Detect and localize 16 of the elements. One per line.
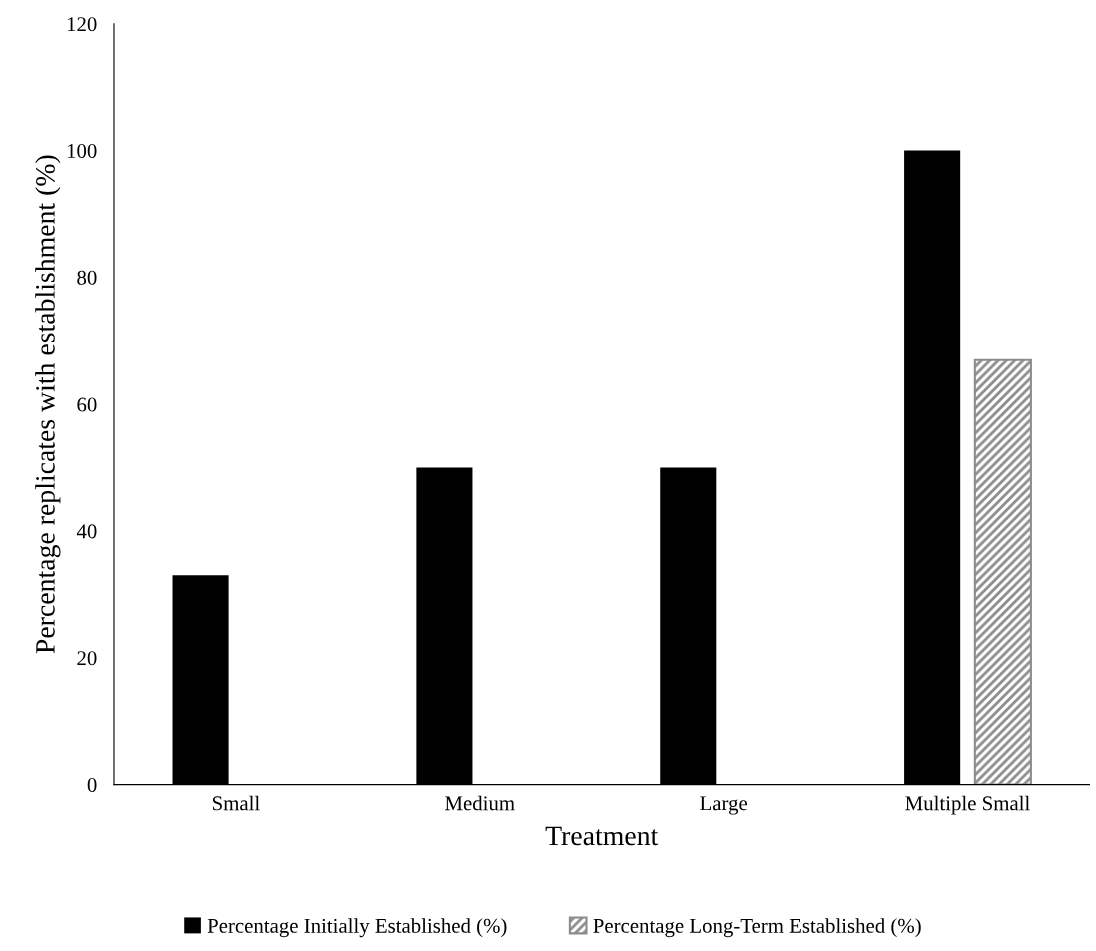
legend-label: Percentage Initially Established (%) [207,918,507,938]
x-axis-title: Treatment [545,826,659,846]
y-tick-label: 0 [87,777,97,793]
y-tick-label: 120 [67,17,97,32]
x-tick-label: Small [213,795,260,811]
y-tick-label: 40 [76,524,97,539]
legend-label: Percentage Long-Term Established (%) [593,918,921,938]
y-tick-label: 60 [77,397,97,412]
x-tick-label: Medium [445,795,515,811]
y-tick-label: 80 [77,270,97,285]
y-axis-title: Percentage replicates with establishment (%) [35,155,61,654]
x-tick-label: Multiple Small [905,795,1030,815]
y-tick-label: 100 [67,143,97,159]
bar [973,358,1032,785]
x-tick-label: Large [700,796,748,815]
y-tick-label: 20 [77,651,97,666]
